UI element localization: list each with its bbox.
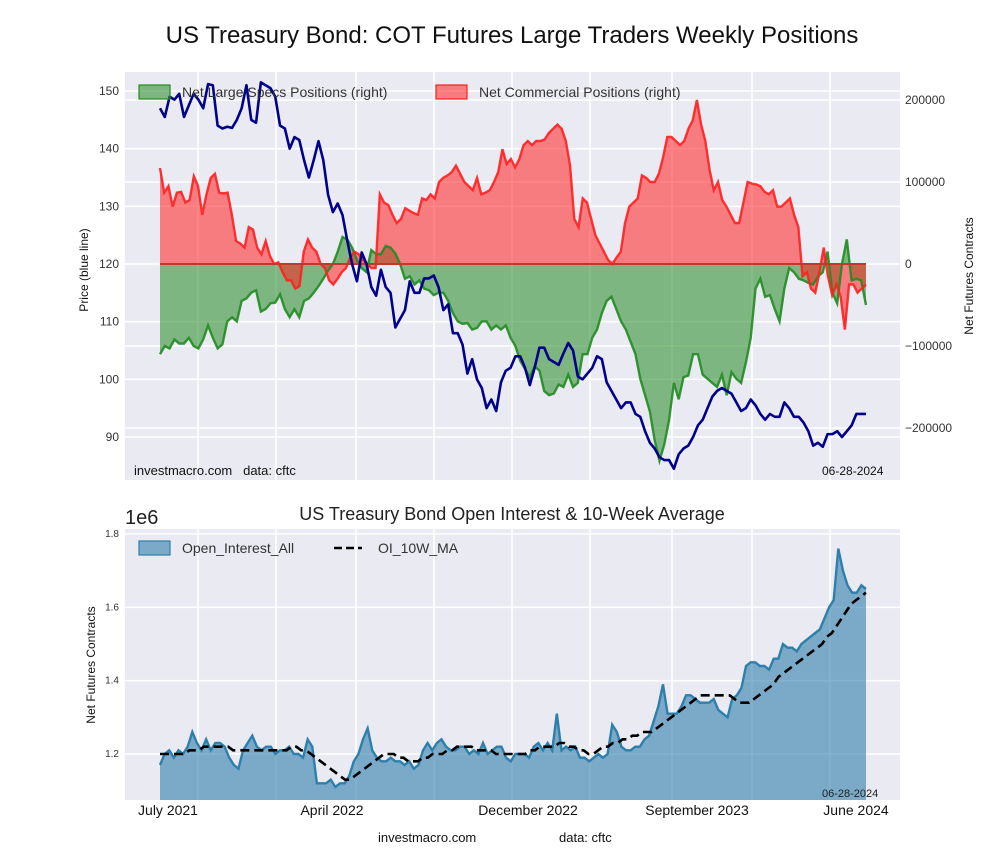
commercial-line — [158, 99, 867, 330]
bottom-x-axis-ticks: July 2021 April 2022 December 2022 Septembe… — [138, 802, 889, 818]
top-left-tick-label: 140 — [99, 142, 119, 156]
top-left-tick-label: 100 — [99, 372, 119, 386]
bottom-y-tick-label: 1.8 — [105, 529, 119, 540]
bottom-x-tick-label: September 2023 — [645, 802, 749, 818]
bottom-area — [158, 548, 867, 800]
top-left-tick-label: 130 — [99, 199, 119, 213]
top-right-axis-ticks: −200000 −100000 0 100000 200000 — [905, 93, 952, 435]
bottom-y-tick-label: 1.4 — [105, 676, 119, 687]
bottom-y-tick-label: 1.6 — [105, 602, 119, 613]
bottom-x-tick-label: June 2024 — [823, 802, 889, 818]
bottom-y-axis-ticks: 1.2 1.4 1.6 1.8 — [105, 529, 119, 760]
legend-label-commercial: Net Commercial Positions (right) — [479, 84, 681, 100]
top-left-tick-label: 110 — [100, 315, 119, 329]
bottom-x-tick-label: July 2021 — [138, 802, 198, 818]
price-line — [158, 81, 866, 471]
top-right-axis-label: Net Futures Contracts — [962, 217, 976, 334]
legend-swatch-oi — [138, 540, 171, 556]
top-right-tick-label: −100000 — [905, 339, 952, 353]
oi-area — [160, 548, 866, 800]
top-left-tick-label: 120 — [99, 257, 119, 271]
bottom-y-axis-label: Net Futures Contracts — [84, 606, 98, 723]
ma-line — [160, 591, 867, 781]
top-areas — [158, 99, 868, 466]
top-right-tick-label: 100000 — [905, 175, 945, 189]
bottom-x-tick-label: April 2022 — [300, 802, 363, 818]
bottom-panel: US Treasury Bond Open Interest & 10-Week… — [84, 504, 900, 818]
top-date-annotation: 06-28-2024 — [822, 464, 884, 478]
top-right-tick-label: 200000 — [905, 93, 945, 107]
legend-label-specs: Net Large Specs Positions (right) — [182, 84, 387, 100]
oi-line — [158, 548, 867, 789]
bottom-date-annotation: 06-28-2024 — [822, 788, 878, 800]
main-title: US Treasury Bond: COT Futures Large Trad… — [165, 22, 859, 49]
top-price-line — [158, 81, 866, 471]
bottom-ma-line — [160, 591, 867, 781]
top-right-tick-label: 0 — [905, 257, 912, 271]
bottom-y-tick-label: 1.2 — [105, 749, 119, 760]
specs-area — [160, 236, 866, 461]
specs-line — [158, 235, 868, 466]
top-left-tick-label: 150 — [99, 84, 119, 98]
legend-label-ma: OI_10W_MA — [378, 540, 459, 556]
legend-swatch-commercial — [435, 84, 468, 100]
bottom-x-tick-label: December 2022 — [478, 802, 578, 818]
top-left-tick-label: 90 — [106, 430, 120, 444]
commercial-area — [160, 100, 866, 330]
legend-label-oi: Open_Interest_All — [182, 540, 294, 556]
top-left-axis-ticks: 90 100 110 120 130 140 150 — [99, 84, 119, 444]
top-right-tick-label: −200000 — [905, 421, 952, 435]
top-source-annotation: investmacro.com data: cftc — [134, 463, 296, 478]
footer-data: data: cftc — [559, 830, 612, 845]
bottom-title: US Treasury Bond Open Interest & 10-Week… — [299, 504, 725, 524]
footer-source: investmacro.com — [378, 830, 476, 845]
top-panel: 90 100 110 120 130 140 150 −200000 −100000 0 1000… — [77, 72, 976, 480]
bottom-offset-label: 1e6 — [125, 507, 158, 529]
legend-swatch-specs — [138, 84, 171, 100]
top-left-axis-label: Price (blue line) — [77, 228, 91, 311]
